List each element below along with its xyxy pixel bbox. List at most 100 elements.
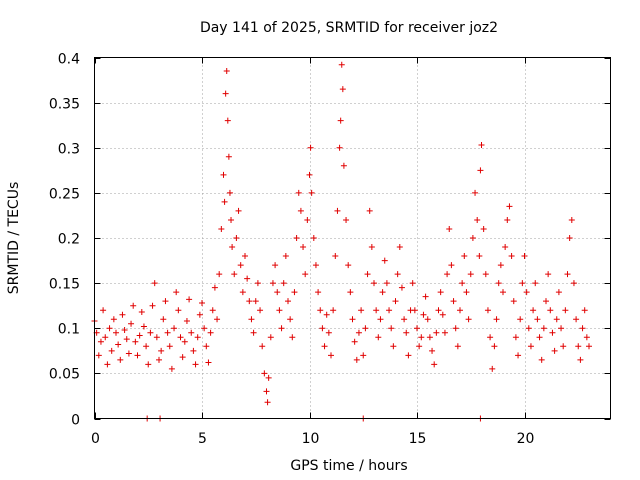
data-point [237,262,244,269]
data-point [282,253,289,260]
data-point [435,307,442,314]
data-point [199,299,205,306]
y-tick-label: 0.25 [49,187,80,203]
data-point [536,334,543,341]
data-point [581,307,588,314]
data-point [465,316,472,323]
data-point [484,307,491,314]
data-point [160,316,167,323]
data-point [257,307,264,314]
data-point [568,216,575,223]
data-point [302,271,309,278]
data-point [506,203,513,210]
data-point [351,338,358,345]
data-point [261,370,268,377]
data-point [433,329,440,336]
data-point [151,280,158,287]
data-point [525,325,532,332]
y-tick-label: 0.3 [58,142,80,158]
data-point [500,289,506,296]
data-point [512,334,519,341]
data-point [345,262,352,269]
data-point [429,347,436,354]
data-point [491,343,498,350]
data-point [113,329,119,336]
data-point [321,343,328,350]
data-point [312,262,319,269]
data-point [102,334,109,341]
x-tick-label: 10 [302,431,320,447]
data-point [573,316,580,323]
data-point [177,334,184,341]
data-point [337,117,344,124]
data-point [315,289,322,296]
data-point [149,302,156,309]
x-axis-title: GPS time / hours [290,458,407,474]
data-point [375,334,382,341]
data-point [334,207,341,214]
data-point [403,329,410,336]
data-point [463,289,470,296]
data-point [517,316,524,323]
data-point [386,307,393,314]
data-point [272,262,279,269]
data-point [377,316,384,323]
y-tick-label: 0.2 [58,232,80,248]
data-point [289,334,296,341]
data-point [448,262,455,269]
y-tick-label: 0.35 [49,97,80,113]
data-point [233,235,240,241]
data-point [220,171,227,178]
data-point [293,235,300,241]
data-point [477,167,484,174]
y-tick-label: 0.1 [58,322,80,338]
data-point [586,343,592,350]
data-point [211,284,218,291]
data-point [209,307,216,314]
data-point [394,271,401,278]
data-point [332,253,339,260]
data-point [495,280,502,287]
data-point [104,361,111,368]
data-point [362,325,369,332]
data-point [336,144,343,151]
data-point [171,325,178,332]
data-point [196,311,203,318]
data-point [218,225,225,232]
data-point [140,323,147,330]
data-point [545,271,552,278]
data-point [339,86,346,93]
data-point [543,298,549,305]
data-point [364,271,371,278]
data-point [147,329,154,336]
x-tick-label: 0 [91,431,100,447]
data-point [487,334,494,341]
data-point [502,244,509,251]
data-point [231,271,238,278]
data-point [259,343,266,350]
data-point [439,311,446,318]
data-point [457,307,463,314]
data-point [519,280,526,287]
data-point [373,307,380,314]
x-tick-label: 5 [198,431,207,447]
data-point [145,361,152,368]
data-point [214,316,221,323]
data-point [123,336,130,343]
data-points [91,61,592,422]
data-point [143,343,150,350]
data-point [168,365,175,372]
data-point [115,341,122,348]
data-point [95,352,102,359]
data-point [347,289,354,296]
data-point [194,334,201,341]
data-point [226,189,233,196]
data-point [527,343,534,350]
data-point [216,271,223,278]
data-point [224,117,231,124]
data-point [132,338,139,345]
data-point [265,374,272,381]
data-point [426,334,433,341]
data-point [379,289,386,296]
data-point [360,352,367,359]
